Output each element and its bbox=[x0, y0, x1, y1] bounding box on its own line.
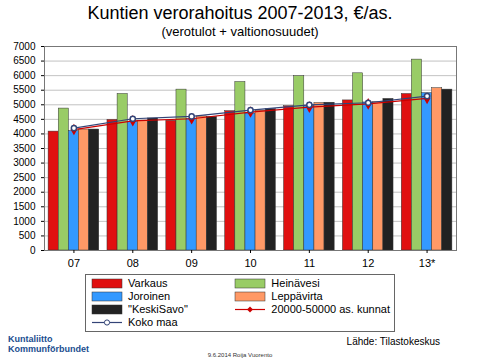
html-text:Kommunförbundet: Kommunförbundet bbox=[8, 344, 89, 354]
html-text:"KeskiSavo": "KeskiSavo" bbox=[128, 303, 188, 315]
svg-text:09: 09 bbox=[186, 257, 198, 269]
svg-text:1500: 1500 bbox=[13, 201, 36, 212]
html-text:Kuntaliitto: Kuntaliitto bbox=[8, 334, 53, 344]
svg-text:500: 500 bbox=[19, 230, 36, 241]
svg-text:3000: 3000 bbox=[13, 157, 36, 168]
svg-text:4000: 4000 bbox=[13, 128, 36, 139]
svg-text:07: 07 bbox=[68, 257, 80, 269]
svg-text:1000: 1000 bbox=[13, 216, 36, 227]
svg-text:2500: 2500 bbox=[13, 172, 36, 183]
svg-text:7000: 7000 bbox=[13, 41, 36, 52]
svg-text:0: 0 bbox=[30, 245, 36, 256]
svg-text:6000: 6000 bbox=[13, 70, 36, 81]
svg-text:4500: 4500 bbox=[13, 114, 36, 125]
html-text:Lähde: Tilastokeskus: Lähde: Tilastokeskus bbox=[346, 336, 440, 347]
svg-text:5000: 5000 bbox=[13, 99, 36, 110]
svg-text:13*: 13* bbox=[419, 257, 436, 269]
svg-text:11: 11 bbox=[304, 257, 315, 269]
svg-text:08: 08 bbox=[127, 257, 139, 269]
html-text:20000-50000 as. kunnat: 20000-50000 as. kunnat bbox=[271, 303, 390, 315]
html-text:Heinävesi: Heinävesi bbox=[271, 277, 320, 289]
html-text:Koko maa: Koko maa bbox=[128, 316, 178, 328]
svg-text:10: 10 bbox=[244, 257, 256, 269]
html-text:(verotulot + valtionosuudet): (verotulot + valtionosuudet) bbox=[161, 24, 319, 39]
svg-text:3500: 3500 bbox=[13, 143, 36, 154]
svg-text:12: 12 bbox=[362, 257, 374, 269]
html-text:Joroinen: Joroinen bbox=[128, 290, 171, 302]
html-text:Varkaus: Varkaus bbox=[128, 277, 168, 289]
html-text:Kuntien verorahoitus 2007-2013: Kuntien verorahoitus 2007-2013, €/as. bbox=[87, 3, 393, 23]
html-text:9.6.2014 Roija Vuorento: 9.6.2014 Roija Vuorento bbox=[207, 352, 273, 358]
html-text:Leppävirta: Leppävirta bbox=[271, 290, 323, 302]
svg-text:2000: 2000 bbox=[13, 186, 36, 197]
svg-text:5500: 5500 bbox=[13, 84, 36, 95]
svg-text:6500: 6500 bbox=[13, 55, 36, 66]
